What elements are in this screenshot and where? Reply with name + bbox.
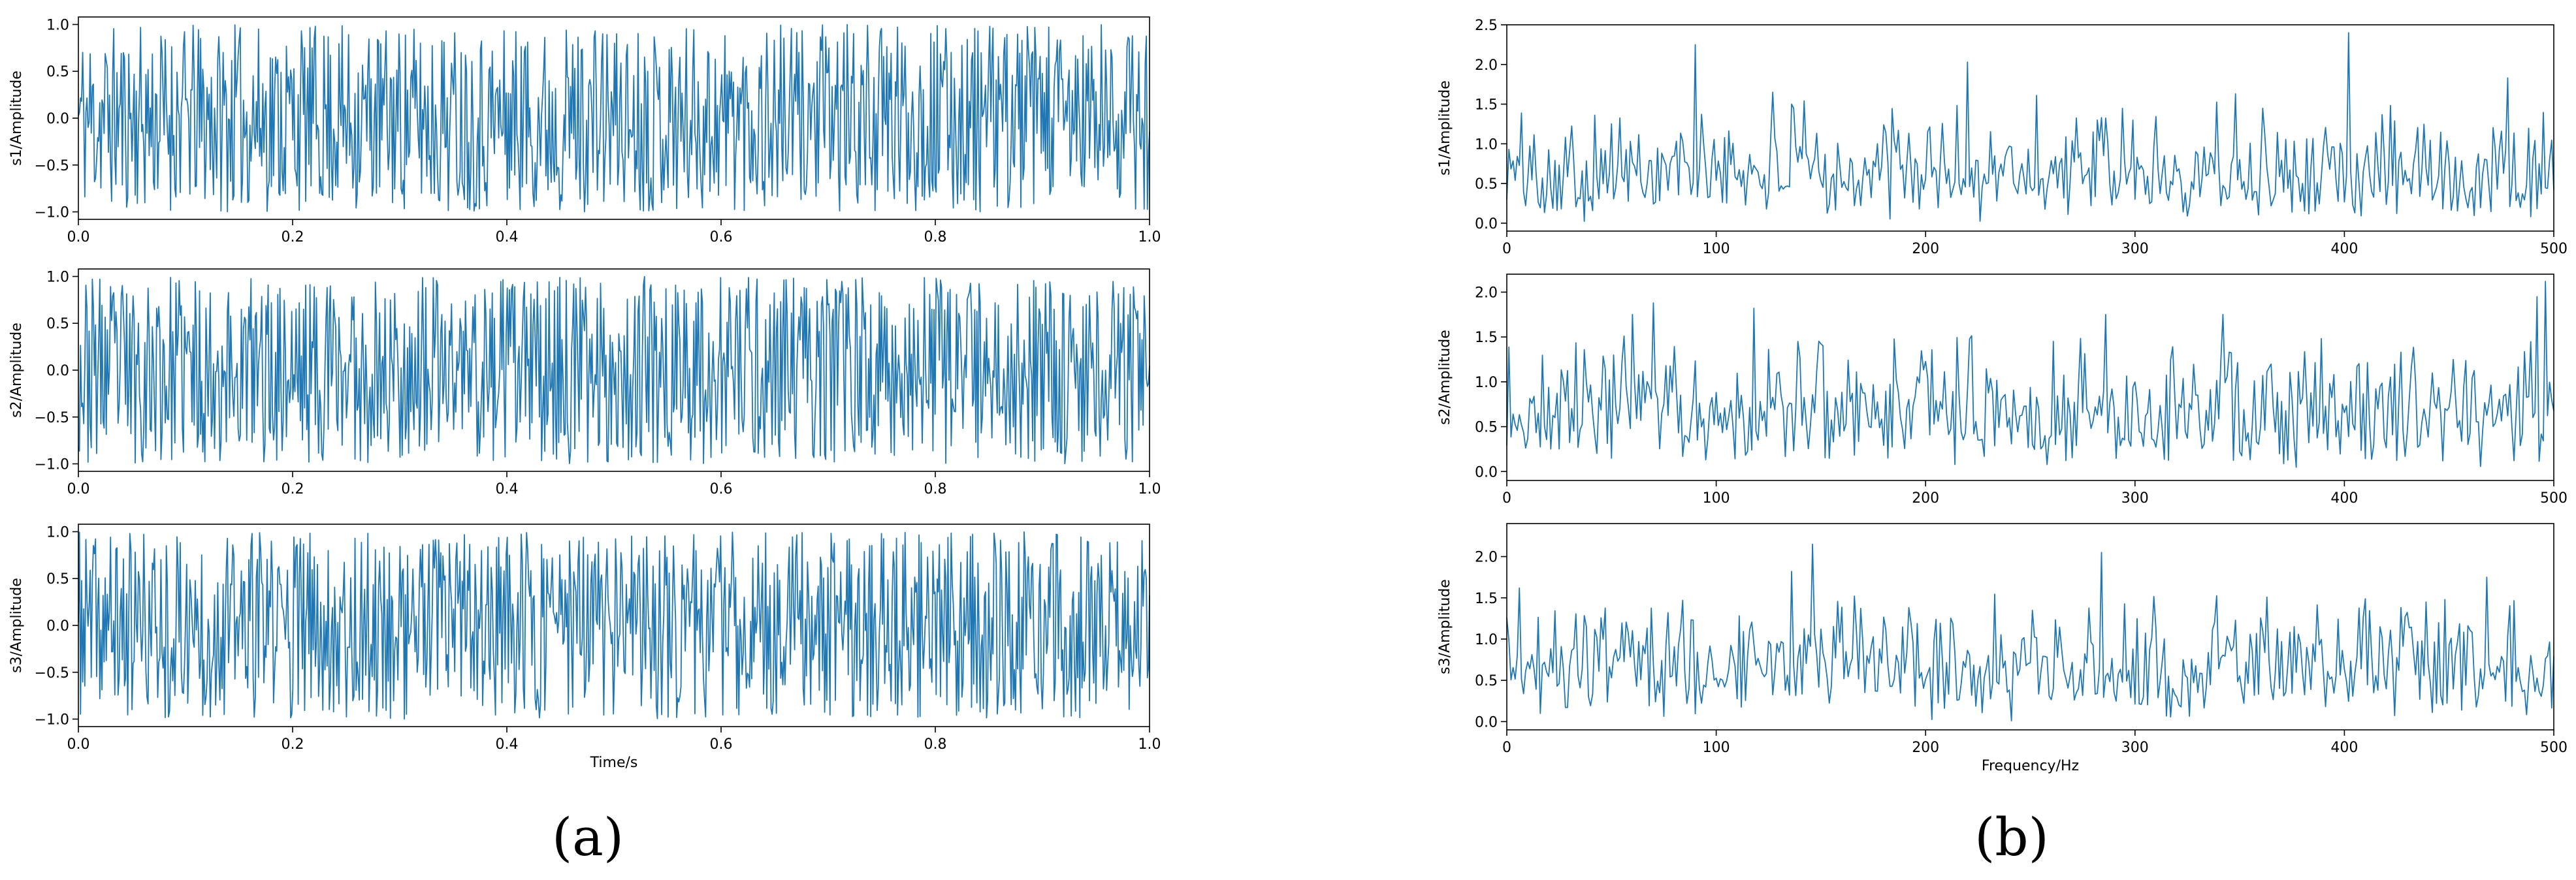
x-tick-label-a3-5: 1.0 <box>1138 736 1161 753</box>
panel-label-b: (b) <box>1974 807 2049 868</box>
x-tick-label-b3-4: 400 <box>2330 740 2358 756</box>
x-tick-label-a2-4: 0.8 <box>924 481 947 497</box>
y-axis-title-a2: s2/Amplitude <box>8 322 25 418</box>
series-line-a1-0 <box>78 24 1150 213</box>
axes-frame-b3 <box>1506 523 2554 731</box>
x-tick-label-a3-2: 0.4 <box>496 736 519 753</box>
x-tick-label-b3-0: 0 <box>1502 740 1511 756</box>
x-tick-label-a2-2: 0.4 <box>496 481 519 497</box>
series-line-b1-0 <box>1506 32 2554 222</box>
x-tick-label-b1-3: 300 <box>2121 241 2149 257</box>
subplot-b1: 0 100 200 300 400 500 0.0 0.5 1.0 1.5 2.0 2.5 s1/Amp… <box>1437 18 2568 257</box>
y-tick-label-a3-1: −0.5 <box>35 665 69 682</box>
x-tick-label-b1-0: 0 <box>1502 241 1511 257</box>
x-tick-label-a1-5: 1.0 <box>1138 229 1161 245</box>
y-tick-label-a2-3: 0.5 <box>46 316 69 332</box>
x-axis-title-a3: Time/s <box>590 755 638 771</box>
y-tick-label-a1-3: 0.5 <box>46 64 69 80</box>
y-tick-label-b3-3: 1.5 <box>1475 591 1498 607</box>
y-axis-title-b3: s3/Amplitude <box>1437 579 1453 674</box>
y-tick-label-a2-1: −0.5 <box>35 410 69 426</box>
x-tick-label-b1-4: 400 <box>2330 241 2358 257</box>
x-tick-label-a1-3: 0.6 <box>710 229 733 245</box>
x-tick-label-b2-2: 200 <box>1912 490 1939 507</box>
x-tick-label-b3-2: 200 <box>1912 740 1939 756</box>
x-tick-label-b1-5: 500 <box>2540 241 2568 257</box>
y-tick-label-b1-0: 0.0 <box>1475 216 1498 232</box>
axes-frame-b1 <box>1506 24 2554 232</box>
panel-label-a: (a) <box>552 807 624 868</box>
y-tick-label-a2-4: 1.0 <box>46 269 69 285</box>
x-tick-label-a2-5: 1.0 <box>1138 481 1161 497</box>
x-axis-title-b3: Frequency/Hz <box>1982 758 2079 774</box>
x-tick-label-b3-5: 500 <box>2540 740 2568 756</box>
y-axis-title-a1: s1/Amplitude <box>8 71 25 166</box>
x-tick-label-a1-4: 0.8 <box>924 229 947 245</box>
y-tick-label-b1-2: 1.0 <box>1475 136 1498 153</box>
x-tick-label-a2-0: 0.0 <box>67 481 90 497</box>
y-tick-label-b2-3: 1.5 <box>1475 330 1498 346</box>
y-tick-label-b3-0: 0.0 <box>1475 714 1498 731</box>
y-tick-label-a3-4: 1.0 <box>46 524 69 541</box>
x-tick-label-b2-1: 100 <box>1703 490 1730 507</box>
y-tick-label-b3-4: 2.0 <box>1475 550 1498 566</box>
y-tick-label-b3-2: 1.0 <box>1475 632 1498 648</box>
y-tick-label-b2-0: 0.0 <box>1475 464 1498 480</box>
y-tick-label-a3-3: 0.5 <box>46 571 69 588</box>
y-tick-label-a1-0: −1.0 <box>35 205 69 221</box>
subplot-b2: 0 100 200 300 400 500 0.0 0.5 1.0 1.5 2.0 s2/Amplit… <box>1437 274 2568 507</box>
x-tick-label-b1-2: 200 <box>1912 241 1939 257</box>
x-tick-label-b3-3: 300 <box>2121 740 2149 756</box>
x-tick-label-a3-3: 0.6 <box>710 736 733 753</box>
x-tick-label-b3-1: 100 <box>1703 740 1730 756</box>
x-tick-label-b2-0: 0 <box>1502 490 1511 507</box>
y-tick-label-a2-0: −1.0 <box>35 457 69 473</box>
y-axis-title-b2: s2/Amplitude <box>1437 330 1453 425</box>
subplot-a1: 0.0 0.2 0.4 0.6 0.8 1.0 −1.0 −0.5 0.0 0.5 1.0 s1/Am… <box>8 16 1161 245</box>
y-tick-label-a2-2: 0.0 <box>46 363 69 379</box>
y-tick-label-b1-1: 0.5 <box>1475 176 1498 193</box>
y-tick-label-b1-4: 2.0 <box>1475 57 1498 74</box>
x-tick-label-a3-0: 0.0 <box>67 736 90 753</box>
series-line-a2-0 <box>78 275 1150 465</box>
y-tick-label-b3-1: 0.5 <box>1475 673 1498 689</box>
y-tick-label-a3-2: 0.0 <box>46 618 69 635</box>
x-tick-label-a1-0: 0.0 <box>67 229 90 245</box>
series-line-b2-0 <box>1506 281 2554 468</box>
x-tick-label-a1-2: 0.4 <box>496 229 519 245</box>
x-tick-label-a1-1: 0.2 <box>282 229 304 245</box>
y-tick-label-a3-0: −1.0 <box>35 712 69 729</box>
x-tick-label-a2-1: 0.2 <box>282 481 304 497</box>
y-tick-label-b2-1: 0.5 <box>1475 420 1498 436</box>
x-tick-label-b1-1: 100 <box>1703 241 1730 257</box>
x-tick-label-a3-1: 0.2 <box>282 736 304 753</box>
x-tick-label-b2-4: 400 <box>2330 490 2358 507</box>
y-tick-label-b2-4: 2.0 <box>1475 285 1498 301</box>
y-tick-label-b1-5: 2.5 <box>1475 18 1498 34</box>
y-axis-title-b1: s1/Amplitude <box>1437 80 1453 176</box>
x-tick-label-b2-3: 300 <box>2121 490 2149 507</box>
series-line-b3-0 <box>1506 543 2554 722</box>
y-tick-label-a1-1: −0.5 <box>35 158 69 174</box>
y-tick-label-b1-3: 1.5 <box>1475 97 1498 114</box>
x-tick-label-b2-5: 500 <box>2540 490 2568 507</box>
subplot-a3: 0.0 0.2 0.4 0.6 0.8 1.0 −1.0 −0.5 0.0 0.5 1.0 s3/Am… <box>8 524 1161 771</box>
axes-frame-b2 <box>1506 274 2554 481</box>
y-axis-title-a3: s3/Amplitude <box>8 578 25 673</box>
y-tick-label-a1-2: 0.0 <box>46 111 69 127</box>
subplot-b3: 0 100 200 300 400 500 0.0 0.5 1.0 1.5 2.0 s3/Amplit… <box>1437 523 2568 774</box>
series-line-a3-0 <box>78 531 1150 720</box>
x-tick-label-a2-3: 0.6 <box>710 481 733 497</box>
subplots-layer: 0.0 0.2 0.4 0.6 0.8 1.0 −1.0 −0.5 0.0 0.5 1.0 s1/Am… <box>8 16 2568 774</box>
subplot-a2: 0.0 0.2 0.4 0.6 0.8 1.0 −1.0 −0.5 0.0 0.5 1.0 s2/Am… <box>8 268 1161 497</box>
y-tick-label-b2-2: 1.0 <box>1475 375 1498 391</box>
x-tick-label-a3-4: 0.8 <box>924 736 947 753</box>
y-tick-label-a1-4: 1.0 <box>46 17 69 33</box>
